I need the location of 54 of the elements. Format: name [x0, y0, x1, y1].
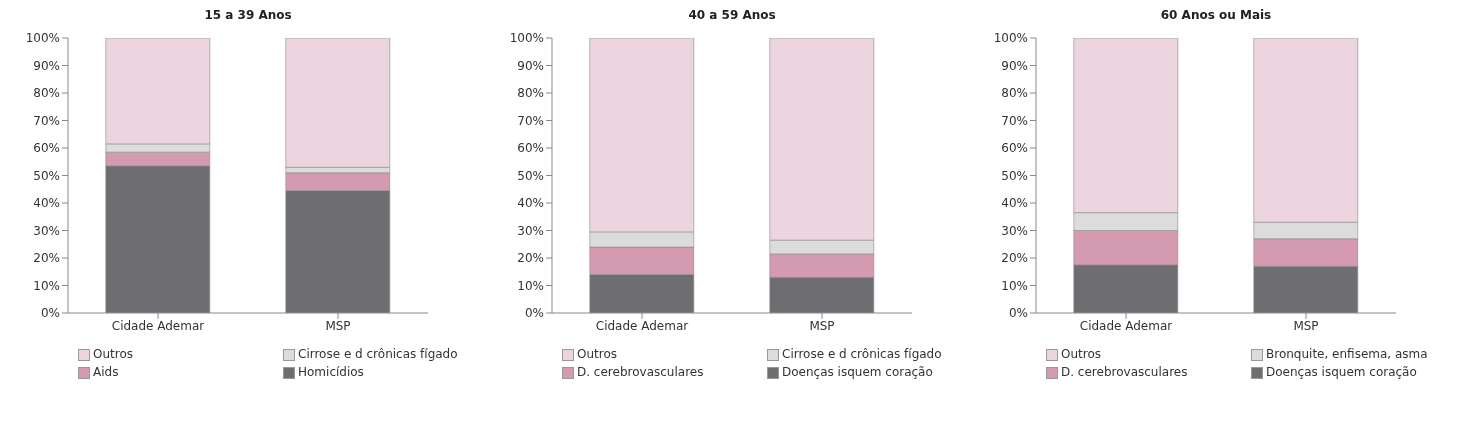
x-tick-label: Cidade Ademar [111, 318, 205, 333]
y-tick-label: 70% [33, 113, 60, 128]
x-tick-label: MSP [809, 318, 835, 333]
y-tick-label: 30% [1001, 223, 1028, 238]
chart-title: 15 a 39 Anos [203, 8, 293, 24]
y-tick-label: 30% [517, 223, 544, 238]
legend-label: Bronquite, enfisema, asma [1266, 347, 1428, 361]
y-tick-label: 90% [517, 58, 544, 73]
y-tick-label: 70% [517, 113, 544, 128]
y-tick-label: 100% [509, 31, 544, 46]
y-tick-label: 10% [33, 278, 60, 293]
y-tick-label: 40% [33, 196, 60, 211]
legend-label: Outros [577, 347, 618, 361]
legend-label: Cirrose e d crônicas fígado [782, 347, 942, 361]
y-tick-label: 40% [1001, 196, 1028, 211]
y-tick-label: 50% [1001, 168, 1028, 183]
x-tick-label: Cidade Ademar [595, 318, 689, 333]
y-tick-label: 70% [1001, 113, 1028, 128]
chart-title: 60 Anos ou Mais [1159, 8, 1273, 24]
y-tick-label: 60% [33, 141, 60, 156]
legend-label: Cirrose e d crônicas fígado [298, 347, 458, 361]
y-tick-label: 10% [517, 278, 544, 293]
y-tick-label: 80% [517, 86, 544, 101]
y-tick-label: 100% [993, 31, 1028, 46]
x-tick-label: MSP [325, 318, 351, 333]
y-tick-label: 20% [517, 251, 544, 266]
y-tick-label: 20% [33, 251, 60, 266]
x-tick-label: MSP [1293, 318, 1319, 333]
y-tick-label: 100% [25, 31, 60, 46]
legend-label: D. cerebrovasculares [1061, 365, 1188, 379]
legend-label: Doenças isquem coração [1266, 365, 1417, 379]
y-tick-label: 80% [1001, 86, 1028, 101]
y-tick-label: 0% [40, 306, 60, 321]
y-tick-label: 60% [1001, 141, 1028, 156]
y-tick-label: 50% [33, 168, 60, 183]
y-tick-label: 50% [517, 168, 544, 183]
y-tick-label: 60% [517, 141, 544, 156]
legend-label: Outros [93, 347, 134, 361]
chart-title: 40 a 59 Anos [687, 8, 777, 24]
y-tick-label: 30% [33, 223, 60, 238]
y-tick-label: 80% [33, 86, 60, 101]
y-tick-label: 20% [1001, 251, 1028, 266]
y-tick-label: 10% [1001, 278, 1028, 293]
legend-label: Doenças isquem coração [782, 365, 933, 379]
y-tick-label: 40% [517, 196, 544, 211]
y-tick-label: 90% [1001, 58, 1028, 73]
legend-label: Aids [93, 365, 119, 379]
y-tick-label: 0% [524, 306, 544, 321]
y-tick-label: 0% [1008, 306, 1028, 321]
legend-label: Outros [1061, 347, 1102, 361]
y-tick-label: 90% [33, 58, 60, 73]
x-tick-label: Cidade Ademar [1079, 318, 1173, 333]
legend-label: Homicídios [298, 365, 364, 379]
legend-label: D. cerebrovasculares [577, 365, 704, 379]
